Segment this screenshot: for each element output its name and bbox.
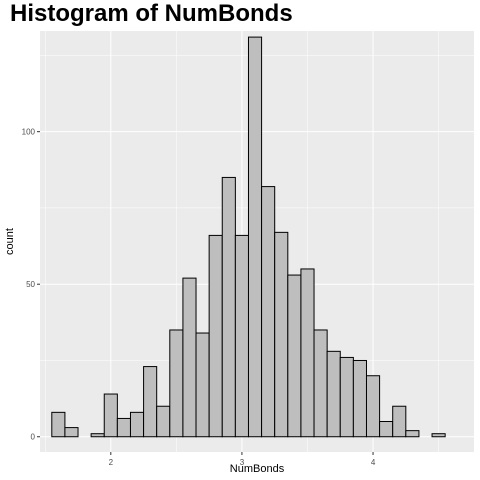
x-tick-label: 2	[109, 458, 114, 467]
histogram-bar	[326, 350, 341, 438]
chart-title: Histogram of NumBonds	[10, 0, 293, 27]
histogram-bar	[405, 430, 420, 438]
histogram-bar	[274, 231, 289, 438]
histogram-bars	[51, 36, 446, 438]
histogram-bar	[156, 405, 171, 438]
y-tick-label: 100	[22, 128, 36, 137]
histogram-bar	[261, 186, 276, 438]
histogram-bar	[51, 411, 66, 438]
histogram-bar	[300, 268, 315, 438]
histogram-bar	[379, 420, 394, 438]
y-axis-title: count	[4, 228, 16, 255]
y-tick-label: 0	[31, 433, 36, 442]
histogram-bar	[116, 417, 131, 438]
histogram-bar	[169, 329, 184, 438]
histogram-bar	[313, 329, 328, 438]
histogram-bar	[64, 427, 79, 438]
x-axis-title: NumBonds	[230, 463, 285, 475]
histogram-bar	[339, 356, 354, 438]
histogram-bar	[431, 433, 446, 438]
histogram-bar	[392, 405, 407, 438]
histogram-bar	[195, 332, 210, 438]
x-tick-label: 4	[371, 458, 376, 467]
x-tick-label: 3	[240, 458, 245, 467]
histogram-bar	[182, 277, 197, 438]
histogram-bar	[247, 36, 263, 438]
histogram-bar	[352, 359, 367, 438]
y-tick-label: 50	[26, 280, 35, 289]
histogram-bar	[143, 366, 158, 438]
histogram-bar	[103, 393, 118, 438]
histogram-bar	[221, 176, 236, 438]
histogram-bar	[234, 234, 249, 438]
histogram-bar	[129, 411, 145, 438]
x-axis: 2 3 4	[109, 452, 376, 467]
histogram-bar	[287, 274, 302, 438]
histogram-bar	[208, 234, 223, 438]
y-axis: 0 50 100	[22, 128, 40, 442]
histogram-bar	[90, 433, 105, 438]
histogram-bar	[365, 375, 381, 438]
